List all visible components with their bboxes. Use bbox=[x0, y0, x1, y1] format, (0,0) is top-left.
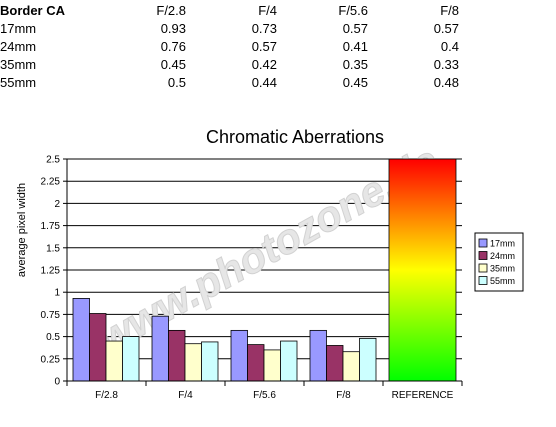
bar-24mm bbox=[89, 313, 107, 382]
y-tick-label: 1 bbox=[54, 288, 60, 299]
table-cell: 0.44 bbox=[251, 74, 277, 90]
legend-swatch-17mm bbox=[478, 238, 488, 248]
table-cell: 0.93 bbox=[160, 20, 186, 36]
row-label: 17mm bbox=[0, 20, 37, 36]
bar-24mm bbox=[247, 344, 265, 382]
bar-17mm bbox=[230, 329, 248, 382]
x-tick-label: F/4 bbox=[178, 390, 193, 401]
x-axis-labels: F/2.8 F/4 F/5.6 F/8 REFERENCE bbox=[95, 390, 454, 401]
table-cell: 0.76 bbox=[160, 38, 186, 54]
row-label: 55mm bbox=[0, 74, 37, 90]
table-row: 24mm 0.76 0.57 0.41 0.4 bbox=[0, 37, 459, 55]
legend-swatch-35mm bbox=[478, 263, 488, 273]
legend-swatch-24mm bbox=[478, 251, 488, 260]
column-header: F/4 bbox=[258, 2, 277, 18]
y-tick-label: 2 bbox=[54, 199, 60, 210]
border-ca-table: Border CA F/2.8 F/4 F/5.6 F/8 17mm 0.93 … bbox=[0, 1, 459, 91]
bar-17mm bbox=[309, 329, 327, 382]
table-cell: 0.73 bbox=[251, 20, 277, 36]
reference-bar bbox=[388, 158, 457, 382]
x-tick-label: REFERENCE bbox=[392, 390, 454, 401]
row-label: 35mm bbox=[0, 56, 37, 72]
x-tick-label: F/2.8 bbox=[95, 390, 118, 401]
table-cell: 0.42 bbox=[251, 56, 277, 72]
column-header: F/2.8 bbox=[156, 2, 186, 18]
bar-55mm bbox=[359, 337, 377, 382]
table-cell: 0.41 bbox=[342, 38, 368, 54]
legend-swatch-55mm bbox=[478, 276, 488, 285]
x-tick-label: F/8 bbox=[336, 390, 351, 401]
bar-55mm bbox=[280, 340, 298, 382]
bar-17mm bbox=[72, 298, 90, 382]
legend-label: 24mm bbox=[490, 251, 515, 261]
table-cell: 0.33 bbox=[433, 56, 459, 72]
y-axis-label: average pixel width bbox=[16, 183, 28, 277]
table-row: 55mm 0.5 0.44 0.45 0.48 bbox=[0, 73, 459, 91]
table-row: 35mm 0.45 0.42 0.35 0.33 bbox=[0, 55, 459, 73]
y-tick-label: 1.5 bbox=[46, 243, 60, 254]
bar-24mm bbox=[168, 329, 186, 382]
axes bbox=[66, 159, 463, 386]
bar-35mm bbox=[342, 351, 360, 382]
legend-label: 35mm bbox=[490, 264, 515, 274]
bar-55mm bbox=[122, 336, 140, 382]
table-cell: 0.57 bbox=[433, 20, 459, 36]
table-row: 17mm 0.93 0.73 0.57 0.57 bbox=[0, 19, 459, 37]
table-cell: 0.35 bbox=[342, 56, 368, 72]
bar-35mm bbox=[184, 343, 202, 382]
y-tick-label: 2.5 bbox=[46, 155, 60, 166]
bar-35mm bbox=[263, 349, 281, 382]
table-cell: 0.57 bbox=[251, 38, 277, 54]
bar-55mm bbox=[201, 341, 219, 382]
chart-title: Chromatic Aberrations bbox=[206, 127, 384, 147]
y-tick-label: 1.75 bbox=[41, 221, 61, 232]
bar-35mm bbox=[105, 340, 123, 382]
y-tick-label: 0.75 bbox=[41, 310, 61, 321]
bar-24mm bbox=[326, 345, 344, 382]
table-cell: 0.57 bbox=[342, 20, 368, 36]
legend-label: 17mm bbox=[490, 239, 515, 249]
column-header: F/8 bbox=[440, 2, 459, 18]
table-cell: 0.5 bbox=[167, 74, 186, 90]
y-tick-label: 0.5 bbox=[46, 332, 60, 343]
y-tick-label: 2.25 bbox=[41, 177, 61, 188]
table-header-row: Border CA F/2.8 F/4 F/5.6 F/8 bbox=[0, 1, 459, 19]
table-cell: 0.48 bbox=[433, 74, 459, 90]
table-cell: 0.45 bbox=[342, 74, 368, 90]
legend: 17mm 24mm 35mm 55mm bbox=[474, 232, 524, 292]
y-axis-ticks: 0 0.25 0.5 0.75 1 1.25 1.5 1.75 2 2.25 2.5 bbox=[41, 155, 67, 388]
table-cell: 0.4 bbox=[440, 38, 459, 54]
x-tick-label: F/5.6 bbox=[253, 390, 276, 401]
legend-label: 55mm bbox=[490, 276, 515, 286]
y-tick-label: 0.25 bbox=[41, 354, 61, 365]
bars bbox=[72, 158, 457, 382]
y-tick-label: 1.25 bbox=[41, 266, 61, 277]
table-corner-label: Border CA bbox=[0, 2, 66, 18]
table-cell: 0.45 bbox=[160, 56, 186, 72]
row-label: 24mm bbox=[0, 38, 37, 54]
column-header: F/5.6 bbox=[338, 2, 368, 18]
bar-17mm bbox=[151, 315, 169, 382]
y-tick-label: 0 bbox=[54, 377, 60, 388]
